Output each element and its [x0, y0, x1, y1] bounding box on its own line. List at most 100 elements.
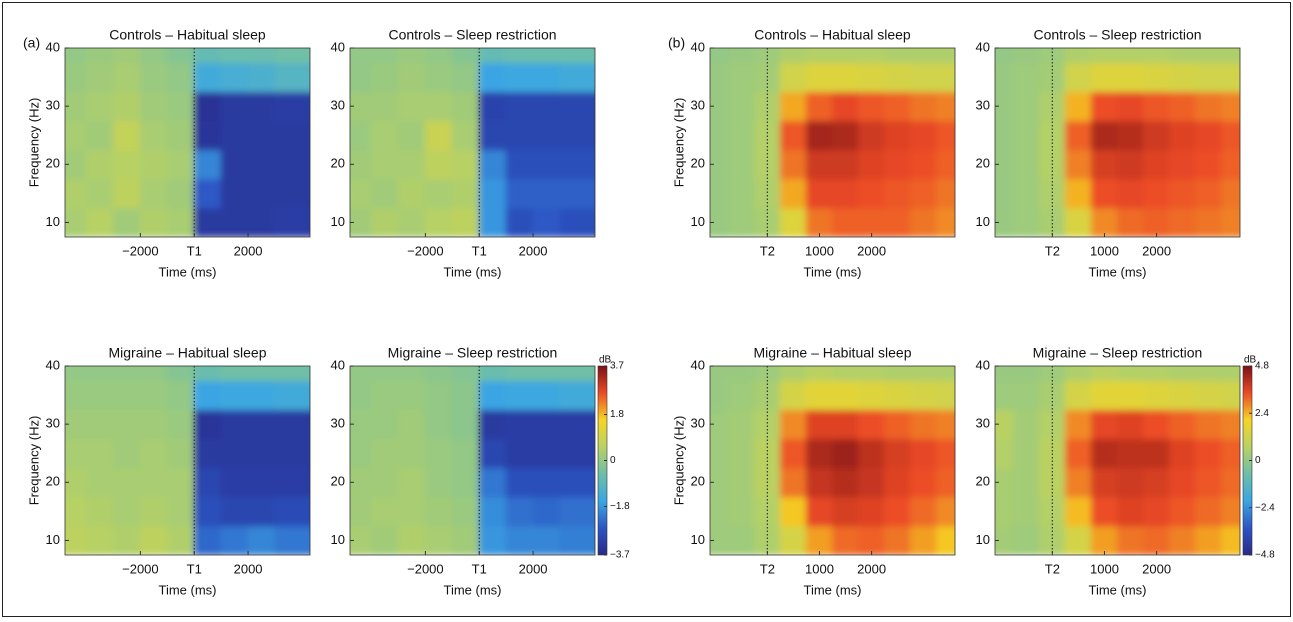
heat-cell: [832, 525, 860, 555]
heat-cell: [1117, 207, 1145, 237]
heat-cell: [1195, 149, 1223, 180]
y-tick-label: 30: [691, 416, 705, 431]
heat-cell: [424, 178, 453, 209]
heat-cell: [451, 380, 480, 411]
heat-cell: [1195, 380, 1223, 411]
plot-area: [350, 366, 595, 555]
heat-cell: [858, 380, 886, 411]
heat-cell: [424, 438, 453, 469]
y-tick-label: 10: [46, 532, 60, 547]
heat-cell: [166, 178, 195, 209]
heat-cell: [193, 91, 222, 122]
x-tick-label: 2000: [857, 243, 886, 258]
heat-cell: [350, 178, 373, 209]
heat-cell: [478, 178, 507, 209]
heat-cell: [995, 48, 1014, 64]
heat-cell: [936, 496, 955, 527]
heat-cell: [424, 120, 453, 151]
heat-cell: [166, 207, 195, 237]
heat-cell: [884, 120, 912, 151]
heat-cell: [371, 525, 399, 555]
heat-cell: [936, 207, 955, 237]
heat-cell: [710, 48, 729, 64]
heat-cell: [995, 62, 1014, 93]
heat-cell: [936, 467, 955, 498]
heat-cell: [727, 525, 755, 555]
heat-cell: [166, 380, 195, 411]
heat-cell: [274, 525, 303, 555]
heat-cell: [350, 409, 373, 440]
x-tick-label: 2000: [519, 243, 548, 258]
heat-cell: [371, 149, 399, 180]
heat-cell: [1169, 149, 1197, 180]
heat-cell: [350, 48, 373, 64]
heat-cell: [424, 525, 453, 555]
heat-cell: [936, 178, 955, 209]
heat-cell: [478, 438, 507, 469]
x-tick-label: 2000: [519, 561, 548, 576]
heat-cell: [1038, 178, 1066, 209]
heat-cell: [858, 149, 886, 180]
heat-cell: [805, 149, 833, 180]
heat-cell: [139, 467, 168, 498]
heat-cell: [112, 525, 141, 555]
heat-cell: [220, 48, 249, 64]
heat-cell: [710, 149, 729, 180]
heat-cell: [532, 120, 561, 151]
heat-cell: [247, 48, 276, 64]
heat-cell: [301, 48, 310, 64]
heat-cell: [727, 62, 755, 93]
heat-cell: [1117, 438, 1145, 469]
heat-cell: [1012, 467, 1040, 498]
heat-cell: [301, 178, 310, 209]
heat-cell: [936, 380, 955, 411]
colorbar-tick-label: −4.8: [1255, 550, 1275, 561]
heat-cell: [301, 62, 310, 93]
y-tick-label: 10: [331, 214, 345, 229]
heat-cell: [936, 48, 955, 64]
heat-cell: [832, 496, 860, 527]
heat-cell: [727, 496, 755, 527]
heat-cell: [220, 62, 249, 93]
heat-cell: [532, 48, 561, 64]
heat-cell: [1090, 380, 1118, 411]
y-tick-label: 40: [691, 357, 705, 372]
heat-cell: [858, 496, 886, 527]
heat-cell: [86, 438, 114, 469]
heat-cell: [586, 496, 595, 527]
heat-cell: [995, 178, 1014, 209]
heat-cell: [805, 409, 833, 440]
heat-cell: [505, 149, 534, 180]
heat-cell: [1117, 409, 1145, 440]
heat-cell: [586, 48, 595, 64]
heat-cell: [753, 178, 781, 209]
heat-cell: [220, 91, 249, 122]
x-tick-label: −2000: [122, 561, 159, 576]
heat-cell: [1064, 366, 1092, 382]
heat-cell: [397, 62, 426, 93]
x-tick-label: T2: [1045, 561, 1060, 576]
heat-cell: [397, 380, 426, 411]
heat-cell: [1195, 48, 1223, 64]
plot-frame: [709, 365, 956, 556]
y-tick-label: 40: [46, 357, 60, 372]
heat-cell: [478, 525, 507, 555]
heat-cell: [559, 467, 588, 498]
heat-cell: [586, 366, 595, 382]
heat-cell: [995, 120, 1014, 151]
heat-cell: [936, 120, 955, 151]
heat-cell: [1143, 438, 1171, 469]
heat-cell: [1143, 48, 1171, 64]
heat-cell: [727, 366, 755, 382]
heat-cell: [1038, 438, 1066, 469]
heat-cell: [1038, 207, 1066, 237]
panel-title: Controls – Sleep restriction: [1033, 27, 1201, 43]
heat-cell: [65, 149, 88, 180]
heat-cell: [397, 91, 426, 122]
heat-cell: [532, 409, 561, 440]
heat-cell: [505, 467, 534, 498]
heat-cell: [371, 496, 399, 527]
heat-cell: [65, 525, 88, 555]
heat-cell: [727, 91, 755, 122]
heat-cell: [1195, 178, 1223, 209]
